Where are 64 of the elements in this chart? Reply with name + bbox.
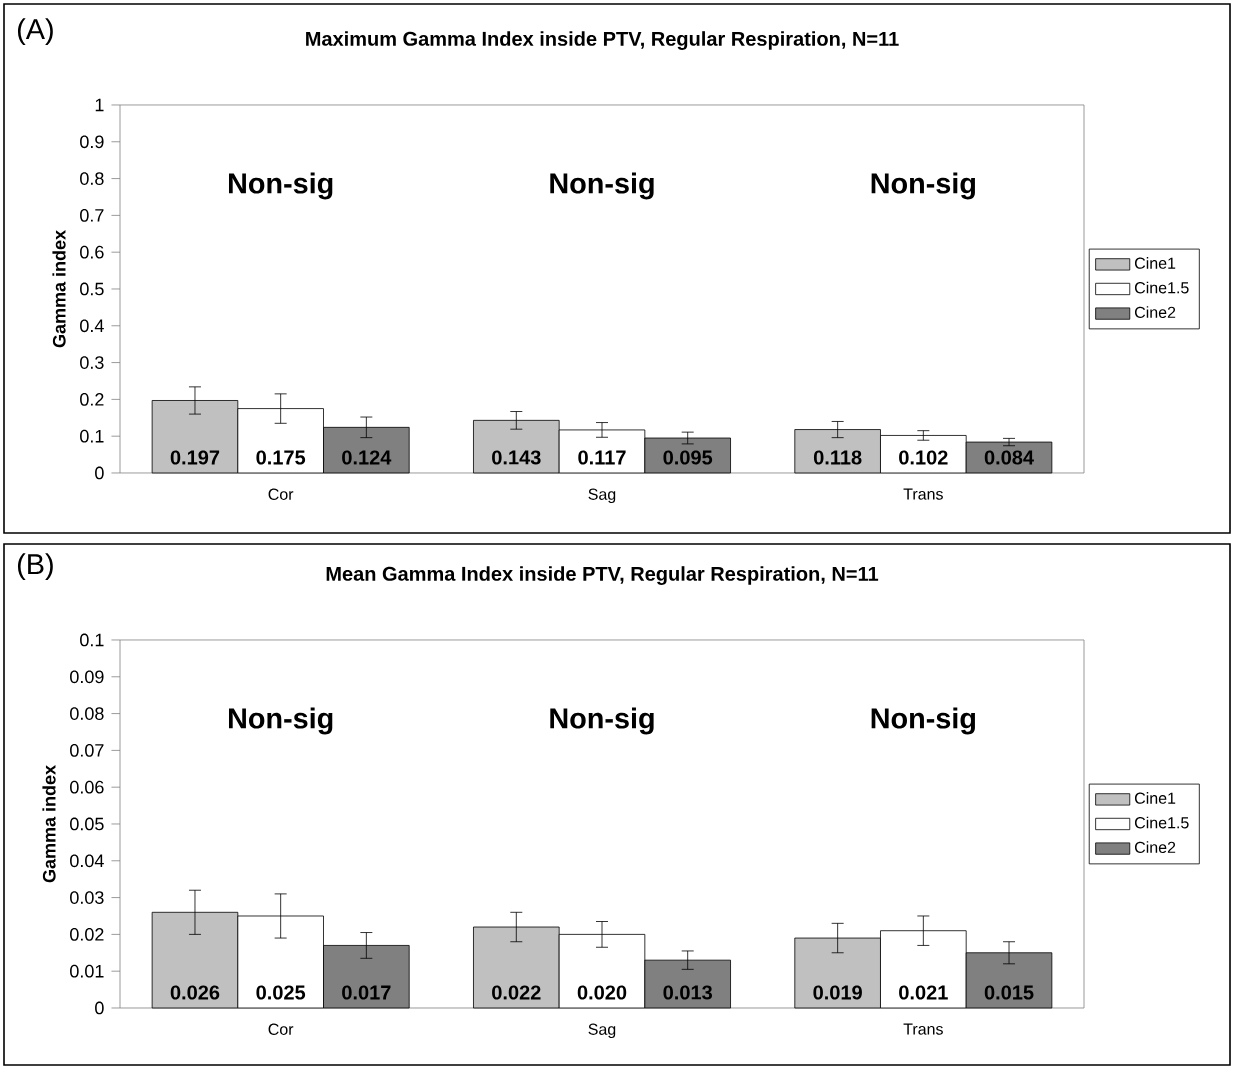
annotation: Non-sig — [871, 172, 975, 200]
annotation: Non-sig — [550, 172, 654, 200]
y-axis-title: Gamma index — [42, 765, 56, 883]
y-tick-label: 0.02 — [70, 928, 104, 941]
y-tick-label: 0.3 — [80, 356, 104, 369]
data-label: 0.102 — [899, 450, 948, 465]
data-label: 0.019 — [813, 985, 862, 1000]
y-tick-label: 0.01 — [70, 964, 104, 978]
data-label: 0.020 — [577, 985, 627, 1000]
y-tick-label: 0.4 — [80, 319, 104, 333]
y-tick-label: 0 — [95, 466, 104, 480]
y-axis-title: Gamma index — [52, 230, 66, 348]
y-tick-label: 0.09 — [70, 670, 104, 684]
legend-label: Cine1 — [1134, 257, 1176, 269]
x-tick-label: Sag — [588, 488, 616, 504]
y-tick-label: 0.6 — [80, 245, 104, 259]
text: (B) — [17, 553, 53, 581]
y-tick-label: 0.8 — [80, 172, 104, 185]
x-tick-label: Trans — [903, 1023, 943, 1035]
data-label: 0.021 — [899, 985, 948, 1000]
y-tick-label: 0.05 — [70, 817, 104, 831]
legend-label: Cine1.5 — [1134, 281, 1189, 294]
y-tick-label: 0.9 — [80, 135, 104, 149]
data-label: 0.022 — [492, 985, 541, 1000]
x-tick-label: Trans — [903, 488, 943, 500]
y-tick-label: 0.7 — [80, 209, 104, 222]
legend-label: Cine2 — [1134, 841, 1176, 854]
y-tick-label: 0.5 — [80, 282, 104, 296]
data-label: 0.025 — [256, 985, 306, 1000]
y-tick-label: 0.2 — [80, 393, 104, 406]
data-label: 0.015 — [984, 985, 1034, 1000]
legend-label: Cine2 — [1134, 306, 1176, 319]
y-tick-label: 0.08 — [70, 707, 104, 720]
y-tick-label: 0.06 — [70, 780, 104, 794]
y-tick-label: 0 — [95, 1001, 104, 1015]
data-label: 0.026 — [170, 985, 220, 1000]
y-tick-label: 1 — [95, 98, 104, 112]
annotation: Non-sig — [228, 707, 333, 735]
data-label: 0.118 — [813, 450, 862, 465]
x-tick-label: Cor — [268, 1023, 294, 1035]
chart-title: Maximum Gamma Index inside PTV, Regular Respiration, N=11 — [306, 31, 899, 50]
chart-title: Mean Gamma Index inside PTV, Regular Respiration, N=11 — [326, 566, 879, 585]
text: (A) — [17, 18, 53, 46]
data-label: 0.117 — [578, 450, 626, 465]
data-label: 0.017 — [342, 985, 391, 1000]
annotation: Non-sig — [871, 707, 975, 735]
data-label: 0.175 — [256, 450, 306, 465]
data-label: 0.124 — [342, 450, 392, 465]
annotation: Non-sig — [550, 707, 654, 735]
data-label: 0.197 — [170, 450, 220, 465]
legend-label: Cine1 — [1134, 792, 1176, 804]
data-label: 0.095 — [663, 450, 713, 465]
y-tick-label: 0.1 — [80, 633, 104, 647]
x-tick-label: Cor — [268, 488, 294, 500]
y-tick-label: 0.1 — [80, 429, 104, 443]
data-label: 0.013 — [663, 985, 712, 1000]
y-tick-label: 0.07 — [70, 744, 104, 757]
annotation: Non-sig — [228, 172, 333, 200]
legend-label: Cine1.5 — [1134, 816, 1189, 829]
x-tick-label: Sag — [588, 1023, 616, 1039]
y-tick-label: 0.03 — [70, 891, 104, 904]
data-label: 0.084 — [984, 450, 1034, 465]
y-tick-label: 0.04 — [70, 854, 104, 868]
data-label: 0.143 — [492, 450, 541, 465]
